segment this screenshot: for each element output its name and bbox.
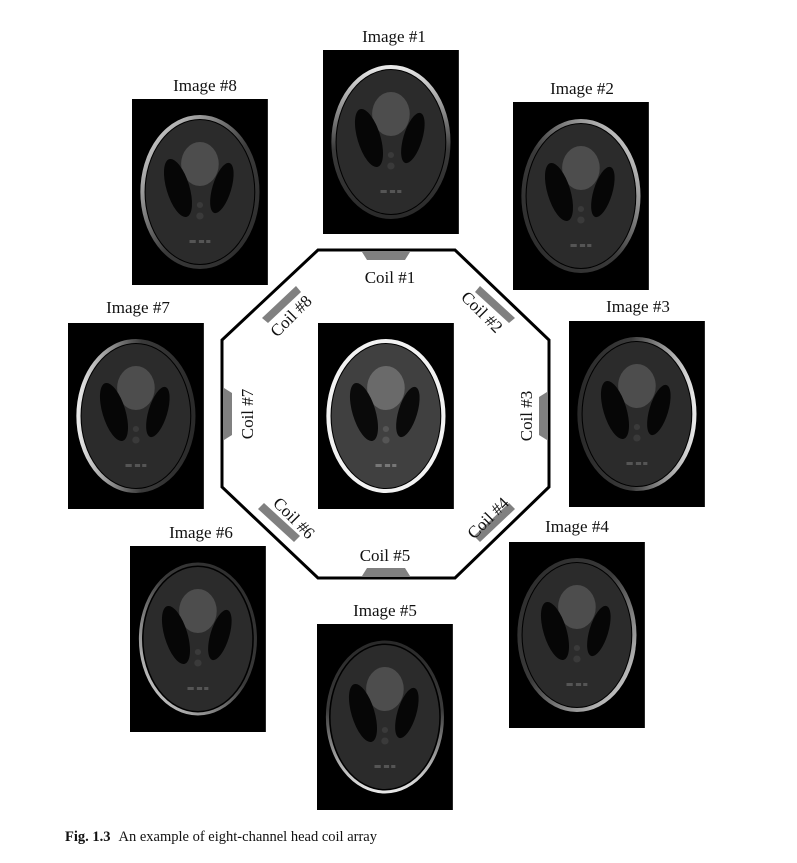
image-label-2: Image #2 <box>550 79 614 98</box>
coil-image-1 <box>323 50 459 234</box>
image-label-7: Image #7 <box>106 298 170 317</box>
coil-pad-4 <box>474 503 515 542</box>
figure-caption-text: An example of eight-channel head coil ar… <box>118 829 377 845</box>
coil-pad-6 <box>258 503 300 542</box>
coil-image-2 <box>513 102 649 290</box>
coil-image-6 <box>130 546 266 732</box>
image-label-3: Image #3 <box>606 297 670 316</box>
coil-pad-3 <box>539 392 547 440</box>
coil-pad-5 <box>362 568 410 576</box>
combined-center-image <box>318 323 454 509</box>
coil-label-1: Coil #1 <box>365 268 416 287</box>
text-cursor-icon <box>151 265 157 283</box>
coil-image-4 <box>509 542 645 728</box>
coil-image-8 <box>132 99 268 285</box>
figure-caption: Fig. 1.3 An example of eight-channel head… <box>65 829 377 846</box>
image-label-1: Image #1 <box>362 27 426 46</box>
coil-pad-7 <box>224 388 232 440</box>
coil-label-5: Coil #5 <box>360 546 411 565</box>
coil-pad-2 <box>475 286 515 323</box>
image-label-4: Image #4 <box>545 517 609 536</box>
image-label-5: Image #5 <box>353 601 417 620</box>
coil-image-5 <box>317 624 453 810</box>
image-label-8: Image #8 <box>173 76 237 95</box>
coil-label-3: Coil #3 <box>517 391 536 442</box>
coil-label-7: Coil #7 <box>238 388 257 439</box>
coil-pad-8 <box>262 286 301 323</box>
coil-image-3 <box>569 321 705 507</box>
figure-number: Fig. 1.3 <box>65 829 111 845</box>
image-label-6: Image #6 <box>169 523 233 542</box>
coil-pad-1 <box>362 252 410 260</box>
coil-image-7 <box>68 323 204 509</box>
